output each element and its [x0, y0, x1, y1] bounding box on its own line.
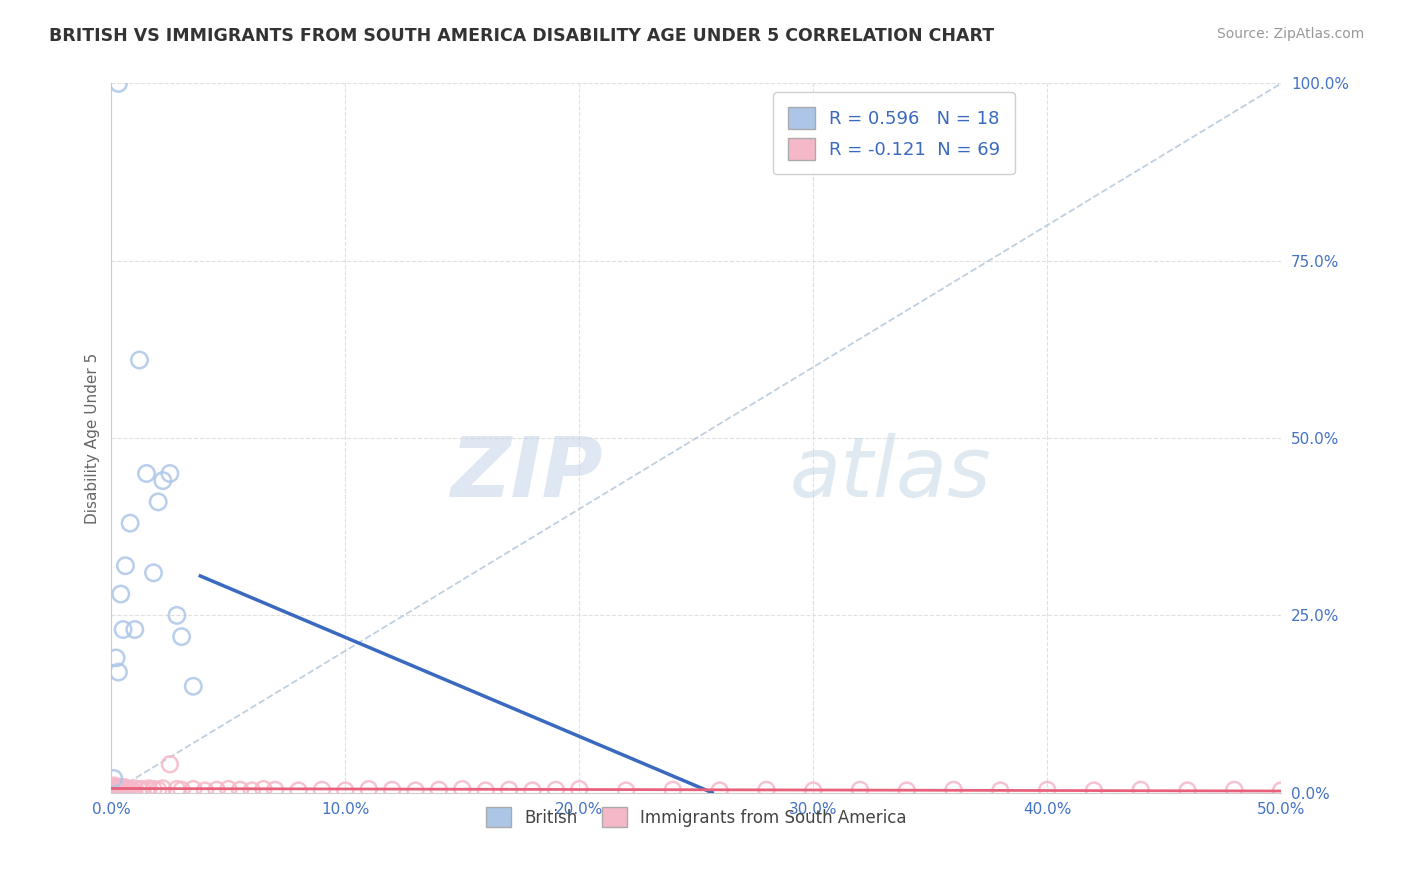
- Point: [110, 780, 132, 794]
- Point: [311, 782, 333, 797]
- Point: [498, 782, 520, 797]
- Point: [474, 783, 496, 797]
- Point: [117, 782, 139, 797]
- Point: [148, 782, 170, 797]
- Point: [568, 782, 591, 797]
- Point: [755, 782, 778, 797]
- Point: [131, 782, 153, 797]
- Point: [142, 566, 165, 580]
- Point: [170, 630, 193, 644]
- Point: [1223, 782, 1246, 797]
- Point: [217, 782, 239, 797]
- Point: [544, 782, 567, 797]
- Point: [335, 783, 357, 797]
- Point: [107, 77, 129, 91]
- Point: [896, 783, 918, 797]
- Point: [105, 651, 128, 665]
- Point: [120, 782, 142, 797]
- Point: [105, 780, 128, 795]
- Point: [849, 782, 872, 797]
- Point: [1036, 782, 1059, 797]
- Point: [1177, 783, 1199, 797]
- Point: [1270, 783, 1292, 797]
- Point: [451, 782, 474, 797]
- Point: [112, 783, 135, 797]
- Point: [357, 782, 380, 797]
- Point: [103, 779, 125, 793]
- Text: atlas: atlas: [790, 433, 991, 514]
- Text: Source: ZipAtlas.com: Source: ZipAtlas.com: [1216, 27, 1364, 41]
- Point: [103, 782, 125, 797]
- Point: [148, 495, 170, 509]
- Point: [103, 780, 125, 794]
- Point: [405, 783, 427, 797]
- Point: [135, 782, 157, 797]
- Point: [427, 782, 450, 797]
- Point: [381, 782, 404, 797]
- Point: [120, 516, 142, 530]
- Point: [114, 558, 136, 573]
- Text: ZIP: ZIP: [450, 433, 603, 514]
- Text: BRITISH VS IMMIGRANTS FROM SOUTH AMERICA DISABILITY AGE UNDER 5 CORRELATION CHAR: BRITISH VS IMMIGRANTS FROM SOUTH AMERICA…: [49, 27, 994, 45]
- Point: [990, 783, 1012, 797]
- Point: [159, 757, 181, 772]
- Point: [112, 782, 135, 797]
- Point: [114, 782, 136, 797]
- Point: [166, 608, 188, 623]
- Point: [105, 782, 128, 797]
- Point: [107, 781, 129, 796]
- Point: [181, 782, 204, 797]
- Point: [709, 783, 731, 797]
- Point: [662, 782, 685, 797]
- Point: [107, 782, 129, 797]
- Point: [152, 781, 174, 796]
- Point: [801, 783, 824, 797]
- Point: [110, 781, 132, 796]
- Point: [1083, 783, 1105, 797]
- Point: [159, 467, 181, 481]
- Point: [240, 783, 263, 797]
- Point: [117, 782, 139, 797]
- Point: [1129, 782, 1152, 797]
- Point: [194, 783, 217, 797]
- Point: [107, 780, 129, 794]
- Point: [105, 782, 128, 797]
- Point: [264, 782, 287, 797]
- Legend: British, Immigrants from South America: British, Immigrants from South America: [479, 800, 914, 834]
- Point: [138, 781, 160, 796]
- Point: [110, 587, 132, 601]
- Point: [124, 781, 146, 796]
- Point: [942, 782, 965, 797]
- Point: [205, 782, 228, 797]
- Point: [166, 782, 188, 797]
- Point: [128, 782, 150, 797]
- Point: [128, 353, 150, 368]
- Point: [135, 467, 157, 481]
- Point: [107, 665, 129, 679]
- Point: [181, 679, 204, 693]
- Point: [121, 783, 143, 797]
- Point: [614, 783, 637, 797]
- Point: [114, 780, 136, 795]
- Point: [112, 623, 135, 637]
- Point: [287, 783, 309, 797]
- Point: [229, 782, 252, 797]
- Point: [142, 782, 165, 797]
- Point: [252, 782, 274, 797]
- Point: [522, 783, 544, 797]
- Point: [124, 623, 146, 637]
- Point: [110, 782, 132, 797]
- Point: [170, 782, 193, 797]
- Point: [112, 781, 135, 796]
- Point: [114, 780, 136, 795]
- Point: [152, 474, 174, 488]
- Point: [103, 772, 125, 786]
- Y-axis label: Disability Age Under 5: Disability Age Under 5: [86, 352, 100, 524]
